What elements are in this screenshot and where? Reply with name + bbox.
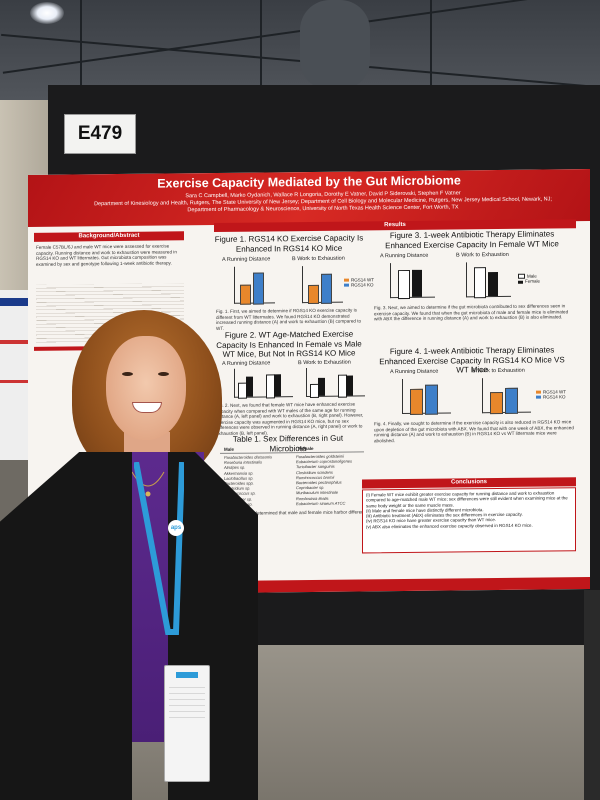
right-visitor-silhouette: [584, 590, 600, 800]
conclusion-item: (v) ABX also eliminates the enhanced exe…: [366, 522, 533, 530]
ceiling-lamp: [30, 2, 64, 24]
figure1-bar-wt-b: [308, 284, 319, 305]
booth-number: E479: [64, 114, 136, 154]
figure4-bar-wt-b: [490, 391, 503, 415]
eye-right: [158, 372, 169, 376]
figure1-bar-wt-a: [240, 284, 251, 305]
conclusions-box: (i) Female WT mice exhibit greater exerc…: [362, 487, 576, 554]
figure2-bar: [318, 377, 325, 396]
figure2-bar: [274, 374, 281, 397]
table1-body: Parabacteroides distasonis Parabacteroide…: [224, 453, 364, 507]
conclusions-list: (i) Female WT mice exhibit greater exerc…: [363, 488, 575, 531]
figure3-bar-male-b: [474, 267, 486, 299]
figure3-panel-b: B Work to Exhaustion: [456, 251, 509, 259]
legend-ko: RGS14 KO: [351, 282, 374, 288]
necklace: [131, 471, 165, 497]
figure2-bar: [346, 375, 353, 396]
figure1-bar-ko-a: [253, 272, 264, 305]
figure3-legend: Male Female: [518, 274, 540, 285]
figure4-bar-ko-b: [505, 387, 518, 414]
figure4-bar-ko-a: [425, 384, 438, 415]
figure4-panel-b: B Work to Exhaustion: [472, 367, 525, 375]
figure2-panel-b: B Work to Exhaustion: [298, 359, 351, 367]
figure1-panel-a: A Running Distance: [222, 256, 271, 263]
figure1-title: Figure 1. RGS14 KO Exercise Capacity Is …: [214, 233, 364, 254]
figure2-title: Figure 2. WT Age-Matched Exercise Capaci…: [216, 329, 362, 359]
figure1-legend: RGS14 WT RGS14 KO: [344, 277, 374, 288]
figure4-caption: Fig. 4. Finally, we sought to determine …: [374, 419, 574, 444]
figure3-bar-female-a: [412, 269, 422, 297]
figure3-bar-female-b: [488, 272, 498, 297]
figure2-bar: [246, 376, 253, 397]
figure3-panel-a: A Running Distance: [380, 252, 429, 260]
table1-col-male: Male: [224, 446, 235, 452]
lanyard-logo: aps: [168, 520, 184, 536]
figure4-bar-wt-a: [410, 388, 423, 415]
figure1-caption: Fig. 1. First, we aimed to determine if …: [216, 307, 362, 331]
figure3-title: Figure 3. 1-week Antibiotic Therapy Elim…: [385, 229, 559, 250]
table-cell-female: Eubacterium siraeum ATCC: [296, 500, 346, 506]
black-jacket-left: [0, 452, 132, 800]
legend-ko: RGS14 KO: [543, 394, 566, 400]
figure4-legend: RGS14 WT RGS14 KO: [536, 389, 566, 400]
figure2-panel-a: A Running Distance: [222, 360, 271, 367]
background-text: Female C57BL/6J and male WT mice were as…: [36, 243, 177, 267]
figure2-caption: Fig. 2. Next, we found that female WT mi…: [216, 401, 364, 436]
figure1-panel-b: B Work to Exhaustion: [292, 255, 345, 263]
figure3-caption: Fig. 3. Next, we aimed to determine if t…: [374, 303, 569, 322]
legend-female: Female: [525, 278, 541, 285]
figure3-bar-male-a: [398, 269, 410, 300]
lanyard: [134, 462, 184, 635]
table1-col-female: Female: [298, 445, 314, 452]
figure1-bar-ko-b: [321, 273, 332, 304]
background-heading: Background/Abstract: [34, 231, 184, 242]
figure4-panel-a: A Running Distance: [390, 368, 439, 376]
name-badge: [164, 665, 210, 782]
eye-left: [122, 372, 133, 376]
presenter-face: [106, 336, 186, 440]
